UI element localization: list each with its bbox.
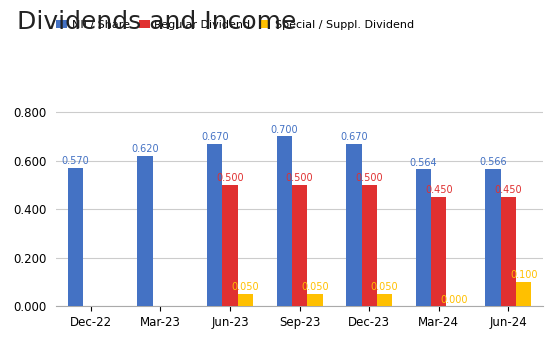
Text: 0.450: 0.450 — [425, 185, 452, 195]
Text: Dividends and Income: Dividends and Income — [17, 10, 296, 34]
Bar — [362, 185, 377, 306]
Bar — [431, 197, 446, 306]
Bar — [501, 197, 516, 306]
Bar — [137, 156, 153, 306]
Bar — [307, 294, 323, 306]
Bar — [516, 282, 531, 306]
Text: 0.620: 0.620 — [131, 144, 159, 154]
Legend: NII / Share, Regular Dividend, Special / Suppl. Dividend: NII / Share, Regular Dividend, Special /… — [52, 15, 418, 34]
Bar — [277, 136, 292, 306]
Text: 0.670: 0.670 — [201, 132, 228, 142]
Bar — [68, 168, 83, 306]
Text: 0.050: 0.050 — [371, 282, 398, 292]
Text: 0.670: 0.670 — [340, 132, 368, 142]
Text: 0.564: 0.564 — [410, 158, 437, 168]
Text: 0.570: 0.570 — [62, 156, 90, 166]
Text: 0.050: 0.050 — [301, 282, 329, 292]
Text: 0.700: 0.700 — [270, 125, 298, 135]
Text: 0.500: 0.500 — [216, 173, 244, 183]
Bar — [237, 294, 253, 306]
Bar — [346, 144, 362, 306]
Text: 0.566: 0.566 — [479, 157, 507, 167]
Text: 0.000: 0.000 — [440, 294, 468, 304]
Text: 0.050: 0.050 — [231, 282, 259, 292]
Bar — [486, 169, 501, 306]
Bar — [377, 294, 392, 306]
Text: 0.100: 0.100 — [510, 270, 538, 280]
Text: 0.450: 0.450 — [494, 185, 522, 195]
Bar — [222, 185, 237, 306]
Bar — [207, 144, 222, 306]
Bar — [416, 169, 431, 306]
Bar — [292, 185, 307, 306]
Text: 0.500: 0.500 — [356, 173, 383, 183]
Text: 0.500: 0.500 — [286, 173, 314, 183]
